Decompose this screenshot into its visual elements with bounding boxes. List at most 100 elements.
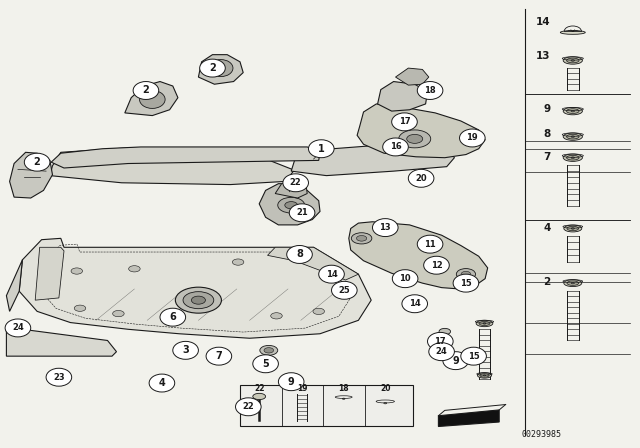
- Polygon shape: [357, 104, 485, 158]
- Circle shape: [319, 265, 344, 283]
- Circle shape: [253, 355, 278, 373]
- Text: 00293985: 00293985: [522, 430, 562, 439]
- Ellipse shape: [113, 310, 124, 317]
- Bar: [240, 385, 413, 426]
- Circle shape: [236, 398, 261, 416]
- Text: 14: 14: [409, 299, 420, 308]
- Circle shape: [402, 295, 428, 313]
- Text: 3: 3: [182, 345, 189, 355]
- Text: 22: 22: [254, 384, 264, 393]
- Ellipse shape: [129, 266, 140, 272]
- Ellipse shape: [384, 402, 387, 404]
- Text: 20: 20: [415, 174, 427, 183]
- Polygon shape: [19, 238, 371, 338]
- Text: 2: 2: [209, 63, 216, 73]
- Text: 21: 21: [296, 208, 308, 217]
- Ellipse shape: [183, 292, 214, 309]
- Text: 7: 7: [543, 152, 550, 162]
- Ellipse shape: [571, 110, 575, 112]
- Text: 13: 13: [536, 51, 550, 61]
- Text: 18: 18: [424, 86, 436, 95]
- Polygon shape: [50, 148, 294, 185]
- Ellipse shape: [313, 308, 324, 314]
- Text: 10: 10: [399, 274, 411, 283]
- Text: 13: 13: [380, 223, 391, 232]
- Circle shape: [461, 347, 486, 365]
- Ellipse shape: [571, 282, 575, 284]
- Circle shape: [283, 174, 308, 192]
- Ellipse shape: [140, 90, 165, 108]
- Circle shape: [46, 368, 72, 386]
- Circle shape: [428, 332, 453, 350]
- Circle shape: [453, 274, 479, 292]
- Ellipse shape: [351, 233, 372, 244]
- Circle shape: [417, 82, 443, 99]
- Polygon shape: [51, 147, 320, 168]
- Polygon shape: [291, 143, 454, 176]
- Text: 12: 12: [431, 261, 442, 270]
- Ellipse shape: [271, 313, 282, 319]
- Ellipse shape: [563, 133, 582, 140]
- Ellipse shape: [566, 155, 579, 160]
- Ellipse shape: [563, 154, 582, 161]
- Polygon shape: [10, 152, 52, 198]
- Polygon shape: [6, 260, 22, 311]
- Ellipse shape: [399, 130, 431, 148]
- Ellipse shape: [566, 58, 579, 63]
- Text: 14: 14: [326, 270, 337, 279]
- Circle shape: [200, 59, 225, 77]
- Ellipse shape: [285, 202, 298, 209]
- Ellipse shape: [191, 296, 205, 304]
- Text: 20: 20: [380, 384, 390, 393]
- Circle shape: [133, 82, 159, 99]
- Circle shape: [460, 129, 485, 147]
- Text: 4: 4: [159, 378, 165, 388]
- Circle shape: [372, 219, 398, 237]
- Ellipse shape: [561, 30, 585, 34]
- Text: 2: 2: [34, 157, 40, 167]
- Text: 9: 9: [288, 377, 294, 387]
- Circle shape: [408, 169, 434, 187]
- Circle shape: [417, 235, 443, 253]
- Ellipse shape: [480, 374, 489, 377]
- Ellipse shape: [479, 321, 490, 326]
- Circle shape: [149, 374, 175, 392]
- Polygon shape: [125, 82, 178, 116]
- Circle shape: [392, 113, 417, 131]
- Circle shape: [429, 343, 454, 361]
- Text: 9: 9: [452, 356, 459, 366]
- Text: 2: 2: [543, 277, 550, 287]
- Ellipse shape: [564, 280, 582, 287]
- Text: 1: 1: [318, 144, 324, 154]
- Circle shape: [287, 246, 312, 263]
- Ellipse shape: [456, 268, 476, 280]
- Text: 19: 19: [467, 134, 478, 142]
- Text: 4: 4: [543, 223, 550, 233]
- Text: 24: 24: [436, 347, 447, 356]
- Ellipse shape: [566, 109, 579, 113]
- Circle shape: [383, 138, 408, 156]
- Circle shape: [173, 341, 198, 359]
- Ellipse shape: [380, 401, 390, 405]
- Text: 23: 23: [53, 373, 65, 382]
- Ellipse shape: [571, 157, 575, 159]
- Text: 15: 15: [460, 279, 472, 288]
- Ellipse shape: [567, 226, 579, 231]
- Text: 19: 19: [297, 384, 307, 393]
- Text: 5: 5: [262, 359, 269, 369]
- Circle shape: [160, 308, 186, 326]
- Text: 24: 24: [12, 323, 24, 332]
- Text: 11: 11: [424, 240, 436, 249]
- Text: 15: 15: [468, 352, 479, 361]
- Circle shape: [206, 347, 232, 365]
- Ellipse shape: [476, 320, 493, 327]
- Circle shape: [289, 204, 315, 222]
- Ellipse shape: [339, 397, 349, 401]
- Ellipse shape: [342, 398, 345, 399]
- Polygon shape: [396, 68, 429, 85]
- Ellipse shape: [264, 348, 274, 353]
- Text: 17: 17: [399, 117, 410, 126]
- Polygon shape: [438, 410, 499, 426]
- Ellipse shape: [71, 268, 83, 274]
- Text: 6: 6: [170, 312, 176, 322]
